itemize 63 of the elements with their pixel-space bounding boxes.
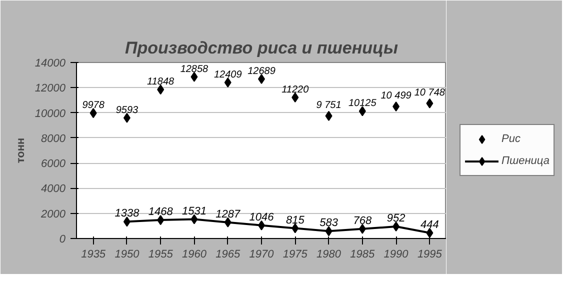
point — [325, 110, 332, 121]
point — [392, 102, 400, 112]
data-label: 9 751 — [316, 100, 342, 111]
point — [426, 98, 434, 108]
data-label: 952 — [386, 212, 406, 225]
point — [358, 106, 366, 116]
data-label: 1046 — [249, 211, 275, 224]
point — [358, 224, 366, 234]
data-label: 12409 — [214, 70, 242, 80]
legend-label: Рис — [502, 133, 522, 145]
chart-title: Производство риса и пшеницы — [125, 38, 398, 58]
data-label: 12858 — [180, 64, 209, 75]
point — [123, 216, 130, 227]
data-label: 768 — [353, 214, 372, 227]
y-tick-label: 0 — [59, 234, 66, 246]
x-tick-label: 1955 — [148, 248, 174, 260]
data-label: 1468 — [148, 206, 174, 218]
y-tick-label: 8000 — [41, 132, 66, 145]
point — [392, 222, 400, 232]
data-label: 10 748 — [414, 87, 446, 98]
x-tick-label: 1960 — [182, 248, 208, 260]
point — [292, 92, 299, 102]
x-tick-label: 1950 — [114, 248, 140, 260]
point — [325, 226, 332, 236]
y-tick-label: 12000 — [34, 82, 66, 95]
data-label: 815 — [286, 214, 306, 226]
point — [157, 215, 164, 226]
data-label: 9978 — [82, 100, 105, 112]
data-label: 9593 — [116, 104, 139, 116]
legend-label: Пшеница — [502, 155, 550, 167]
data-label: 10125 — [348, 98, 377, 110]
point — [224, 78, 232, 88]
data-label: 11848 — [147, 76, 175, 88]
point — [292, 223, 299, 234]
x-tick-label: 1970 — [249, 248, 275, 260]
x-tick-label: 1965 — [216, 248, 241, 260]
point — [426, 228, 434, 238]
x-tick-label: 1985 — [350, 248, 376, 260]
data-label: 583 — [320, 217, 339, 230]
data-label: 1338 — [114, 208, 140, 220]
point — [90, 108, 97, 118]
y-axis-title: тонн — [14, 138, 27, 164]
y-tick-label: 14000 — [34, 58, 66, 70]
y-tick-label: 6000 — [41, 158, 66, 170]
point — [190, 72, 198, 82]
data-label: 1287 — [216, 208, 241, 220]
x-tick-label: 1980 — [316, 248, 342, 260]
x-tick-label: 1995 — [417, 248, 443, 260]
data-label: 1531 — [182, 205, 206, 218]
y-tick-label: 10000 — [34, 108, 66, 120]
point — [190, 214, 198, 224]
point — [224, 217, 232, 228]
data-label: 10 499 — [380, 90, 412, 102]
y-tick-label: 4000 — [41, 183, 66, 196]
x-tick-label: 1935 — [81, 248, 106, 260]
data-label: 12689 — [248, 66, 276, 77]
point — [123, 112, 130, 123]
point — [157, 84, 164, 95]
data-label: 11220 — [282, 84, 310, 96]
x-tick-label: 1990 — [384, 248, 410, 260]
y-tick-label: 2000 — [40, 208, 66, 220]
data-label: 444 — [420, 218, 439, 231]
x-tick-label: 1975 — [282, 248, 308, 260]
